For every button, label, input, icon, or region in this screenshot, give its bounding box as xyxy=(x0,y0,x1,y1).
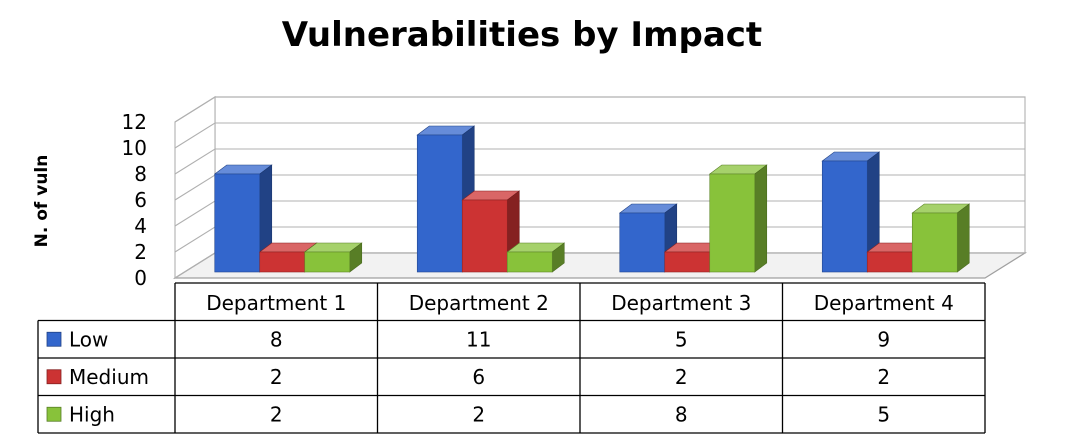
bar-front xyxy=(416,134,463,273)
bar-front xyxy=(911,212,958,273)
bar-high-4 xyxy=(911,203,971,273)
bar-low-4 xyxy=(821,151,881,273)
data-label: 2 xyxy=(270,402,283,426)
category-label: Department 2 xyxy=(409,291,549,315)
y-tick-label: 10 xyxy=(122,136,147,160)
legend-key-medium xyxy=(46,369,62,385)
y-tick-label: 8 xyxy=(134,162,147,186)
y-tick-label: 12 xyxy=(122,110,147,134)
bar-front xyxy=(214,173,261,273)
bar-high-3 xyxy=(708,164,768,273)
chart-bars xyxy=(213,125,971,273)
y-tick-label: 4 xyxy=(134,214,147,238)
bar-front xyxy=(506,251,553,273)
bar-high-2 xyxy=(506,242,566,273)
bar-side xyxy=(956,203,970,273)
y-tick-label: 6 xyxy=(134,188,147,212)
legend-label-low: Low xyxy=(69,327,108,351)
data-label: 2 xyxy=(675,365,688,389)
bar-front xyxy=(866,251,913,273)
gridline xyxy=(174,122,1025,149)
y-tick-label: 2 xyxy=(134,240,147,264)
bar-front xyxy=(664,251,711,273)
bar-medium-2 xyxy=(461,190,521,273)
gridline xyxy=(174,148,1025,175)
bar-front xyxy=(709,173,756,273)
legend-key-low xyxy=(46,331,62,347)
legend-key-high xyxy=(46,406,62,422)
bar-front xyxy=(619,212,666,273)
data-label: 6 xyxy=(472,365,485,389)
chart-title: Vulnerabilities by Impact xyxy=(282,15,762,55)
bar-low-1 xyxy=(213,164,273,273)
bar-side xyxy=(754,164,768,273)
bar-front xyxy=(304,251,351,273)
data-label: 2 xyxy=(270,365,283,389)
bar-front xyxy=(259,251,306,273)
y-axis-label: N. of vuln xyxy=(32,155,52,248)
data-label: 8 xyxy=(270,327,283,351)
category-label: Department 4 xyxy=(814,291,954,315)
data-label: 5 xyxy=(675,327,688,351)
data-label: 5 xyxy=(877,402,890,426)
category-label: Department 3 xyxy=(611,291,751,315)
category-label: Department 1 xyxy=(206,291,346,315)
bar-front xyxy=(821,160,868,273)
data-label: 2 xyxy=(877,365,890,389)
data-label: 11 xyxy=(466,327,491,351)
data-label: 2 xyxy=(472,402,485,426)
data-label: 9 xyxy=(877,327,890,351)
y-tick-label: 0 xyxy=(134,266,147,290)
data-table: Department 1 Department 2 Department 3 Depa… xyxy=(37,282,986,434)
bar-high-1 xyxy=(303,242,363,273)
legend-label-medium: Medium xyxy=(69,365,149,389)
legend-label-high: High xyxy=(69,402,115,426)
gridline xyxy=(174,96,1025,123)
bar-front xyxy=(461,199,508,273)
data-label: 8 xyxy=(675,402,688,426)
